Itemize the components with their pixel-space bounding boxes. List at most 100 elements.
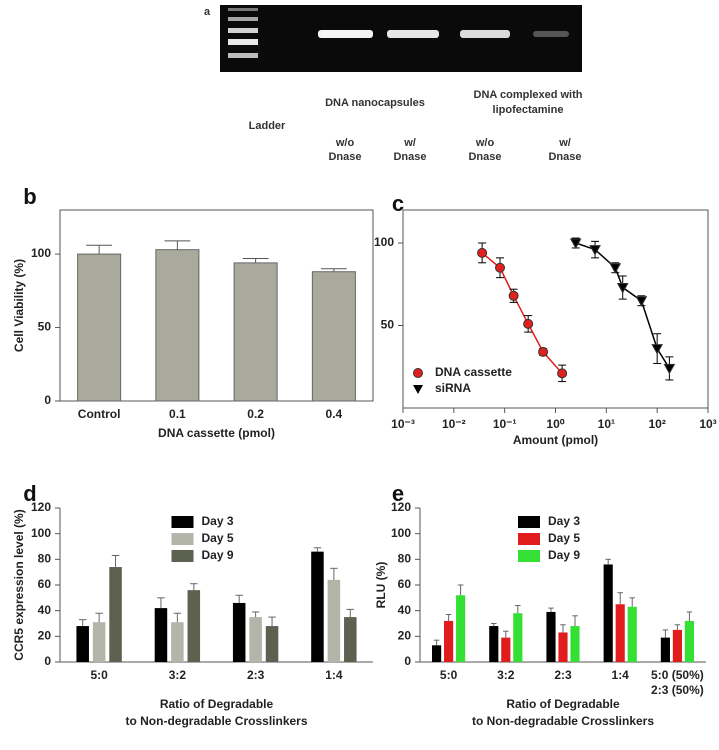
y-tick-label: 40 (38, 603, 52, 617)
x-tick-label: 10³ (699, 417, 716, 431)
group-label: DNA nanocapsules (325, 97, 425, 109)
lane-label-line: w/ (403, 137, 416, 149)
error-bar (111, 554, 120, 568)
chart: d 0 20 40 60 80 100 120 CCR5 expression level (%… (12, 481, 373, 728)
legend-label: siRNA (435, 381, 471, 395)
x-axis-title-line: Ratio of Degradable (160, 697, 274, 711)
error-bar (164, 240, 191, 250)
bar (603, 564, 613, 662)
x-tick-label: 3:2 (497, 668, 515, 682)
point (538, 346, 549, 357)
lane-label-line: w/ (558, 137, 571, 149)
y-tick-label: 120 (31, 500, 51, 514)
x-tick-label: 0.1 (169, 407, 186, 421)
gel-panel: a Ladder DNA nanocapsules DNA complexed wit… (204, 5, 583, 163)
bar (155, 249, 200, 402)
bar (249, 617, 262, 662)
legend-swatch (171, 533, 194, 545)
legend-swatch (518, 516, 540, 528)
y-tick-label: 50 (38, 320, 52, 334)
point (616, 283, 629, 294)
x-tick-label: 5:0 (440, 668, 458, 682)
x-tick-label: 10¹ (598, 417, 615, 431)
panel-label: d (23, 481, 36, 506)
x-axis-title-line: to Non-degradable Crosslinkers (472, 714, 654, 728)
x-tick-label: 0.4 (326, 407, 343, 421)
y-tick-label: 0 (44, 393, 51, 407)
x-tick-label: 5:0 (90, 668, 108, 682)
bar (109, 567, 122, 662)
y-tick-label: 40 (398, 603, 412, 617)
y-tick-label: 20 (398, 629, 412, 643)
y-tick-label: 120 (391, 500, 411, 514)
x-tick-label: 2:3 (554, 668, 572, 682)
legend-label: Day 5 (548, 531, 580, 545)
error-bar (235, 594, 243, 603)
error-bar (515, 605, 521, 614)
error-bar (313, 547, 322, 552)
point (569, 238, 582, 250)
panel-label: c (392, 191, 404, 216)
legend-label: Day 9 (202, 548, 234, 562)
bar (558, 632, 568, 662)
error-bar (617, 592, 623, 605)
error-bar (157, 597, 165, 609)
x-tick-label: 1:4 (325, 668, 343, 682)
lane-label: w/Dnase (548, 137, 581, 163)
y-tick-label: 80 (38, 552, 52, 566)
error-bar (346, 608, 355, 618)
point (523, 318, 534, 329)
x-tick-label: 10⁰ (546, 417, 564, 431)
error-bar (457, 584, 464, 596)
point (609, 263, 622, 274)
x-axis-title-line: to Non-degradable Crosslinkers (125, 714, 307, 728)
x-axis-title: Ratio of Degradable to Non-degradable Cro… (472, 697, 654, 728)
group-label-line: DNA complexed with (474, 89, 583, 101)
point (508, 290, 519, 301)
x-axis-title-line: Ratio of Degradable (506, 697, 620, 711)
gel-band (533, 31, 569, 37)
lane-label-line: w/o (335, 137, 355, 149)
x-tick-label: 0.2 (247, 407, 264, 421)
series-line (481, 252, 563, 374)
x-axis-title: Ratio of Degradable to Non-degradable Cro… (125, 697, 307, 728)
plot-frame (59, 209, 374, 402)
bar (660, 637, 670, 662)
panel-label: a (204, 6, 211, 18)
point (635, 296, 648, 307)
y-tick-label: 80 (398, 552, 412, 566)
x-tick-label: Control (78, 407, 121, 421)
y-tick-label: 20 (38, 629, 52, 643)
legend-marker (413, 385, 423, 394)
x-tick-label-line: 2:3 (50%) (651, 683, 704, 697)
point (477, 247, 488, 258)
y-tick-label: 0 (44, 654, 51, 668)
lane-label-line: Dnase (393, 151, 426, 163)
legend-swatch (171, 550, 194, 562)
legend: Day 3 Day 5 Day 9 (518, 514, 580, 562)
lane-label-line: Dnase (468, 151, 501, 163)
error-bar (560, 624, 566, 633)
error-bar (330, 567, 338, 580)
x-axis-title: Amount (pmol) (513, 433, 598, 447)
error-bar (173, 612, 182, 623)
bar (327, 579, 341, 662)
legend: DNA cassette siRNA (413, 365, 512, 395)
error-bar (629, 597, 635, 607)
legend: Day 3 Day 5 Day 9 (171, 514, 234, 562)
bar (232, 602, 246, 662)
y-tick-label: 100 (374, 235, 394, 249)
gel-band (387, 30, 439, 38)
bar (684, 620, 694, 662)
bar (154, 608, 168, 662)
error-bar (320, 268, 347, 272)
gel-band (460, 30, 510, 38)
x-tick-label: 10⁻³ (391, 417, 415, 431)
y-tick-label: 100 (391, 526, 411, 540)
lane-label-line: w/o (475, 137, 495, 149)
legend-swatch (518, 533, 540, 545)
error-bar (433, 639, 440, 646)
error-bar (95, 612, 103, 623)
bar (187, 590, 201, 662)
